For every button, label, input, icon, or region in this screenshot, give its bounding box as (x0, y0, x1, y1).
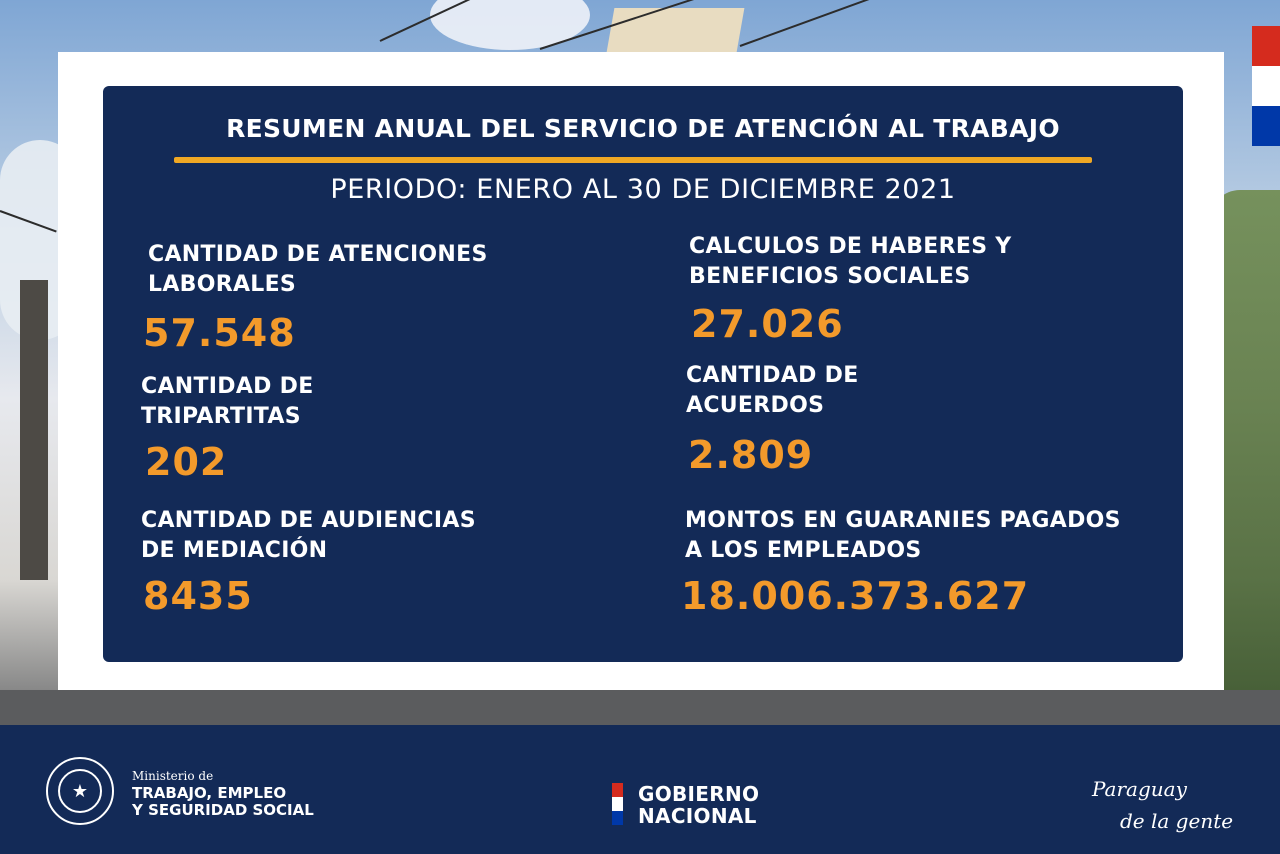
stat-label-line: BENEFICIOS SOCIALES (689, 264, 971, 289)
stat-label-line: MONTOS EN GUARANIES PAGADOS (685, 508, 1121, 533)
stat-label-line: DE MEDIACIÓN (141, 538, 328, 563)
national-seal-icon: ★ (46, 757, 114, 825)
slogan-logo: Paraguay de la gente (1092, 773, 1233, 837)
title-underline (174, 157, 1092, 163)
summary-panel: RESUMEN ANUAL DEL SERVICIO DE ATENCIÓN A… (103, 86, 1183, 662)
paraguay-flag-icon (1252, 26, 1280, 146)
street (0, 690, 1280, 725)
stat-value-acuerdos: 2.809 (688, 433, 814, 477)
ministry-prefix: Ministerio de (132, 769, 214, 783)
stat-value-tripartitas: 202 (145, 440, 228, 484)
stat-value-montos: 18.006.373.627 (681, 574, 1030, 618)
stat-label-atenciones: CANTIDAD DE ATENCIONES LABORALES (148, 240, 488, 300)
stat-label-calculos: CALCULOS DE HABERES Y BENEFICIOS SOCIALE… (689, 232, 1012, 292)
slogan-line: Paraguay (1092, 777, 1187, 801)
ministry-name-line: Y SEGURIDAD SOCIAL (132, 801, 314, 819)
stat-value-calculos: 27.026 (691, 302, 844, 346)
stat-label-line: CANTIDAD DE AUDIENCIAS (141, 508, 476, 533)
stat-label-audiencias: CANTIDAD DE AUDIENCIAS DE MEDIACIÓN (141, 506, 476, 566)
gobierno-nacional-logo: GOBIERNO NACIONAL (638, 783, 759, 827)
page-title: RESUMEN ANUAL DEL SERVICIO DE ATENCIÓN A… (226, 114, 1060, 143)
stat-label-line: CALCULOS DE HABERES Y (689, 234, 1012, 259)
stat-label-tripartitas: CANTIDAD DE TRIPARTITAS (141, 372, 314, 432)
stat-label-line: A LOS EMPLEADOS (685, 538, 922, 563)
stat-label-line: CANTIDAD DE (141, 374, 314, 399)
gobierno-line: NACIONAL (638, 804, 757, 828)
stat-value-audiencias: 8435 (143, 574, 253, 618)
ministry-name: TRABAJO, EMPLEO Y SEGURIDAD SOCIAL (132, 785, 314, 819)
footer-bar: ★ Ministerio de TRABAJO, EMPLEO Y SEGURI… (0, 725, 1280, 854)
utility-pole (20, 280, 48, 580)
stat-label-line: ACUERDOS (686, 393, 825, 418)
ministry-name-line: TRABAJO, EMPLEO (132, 784, 287, 802)
stat-label-line: CANTIDAD DE ATENCIONES (148, 242, 488, 267)
stat-value-atenciones: 57.548 (143, 311, 296, 355)
building (605, 8, 745, 58)
period-subtitle: PERIODO: ENERO AL 30 DE DICIEMBRE 2021 (330, 174, 956, 205)
gobierno-flag-icon (612, 783, 623, 825)
gobierno-line: GOBIERNO (638, 782, 760, 806)
stat-label-line: TRIPARTITAS (141, 404, 301, 429)
slogan-line: de la gente (1120, 809, 1234, 833)
star-icon: ★ (58, 769, 102, 813)
stat-label-line: CANTIDAD DE (686, 363, 859, 388)
stat-label-acuerdos: CANTIDAD DE ACUERDOS (686, 361, 859, 421)
stat-label-line: LABORALES (148, 272, 297, 297)
stat-label-montos: MONTOS EN GUARANIES PAGADOS A LOS EMPLEA… (685, 506, 1121, 566)
power-line (739, 0, 891, 47)
